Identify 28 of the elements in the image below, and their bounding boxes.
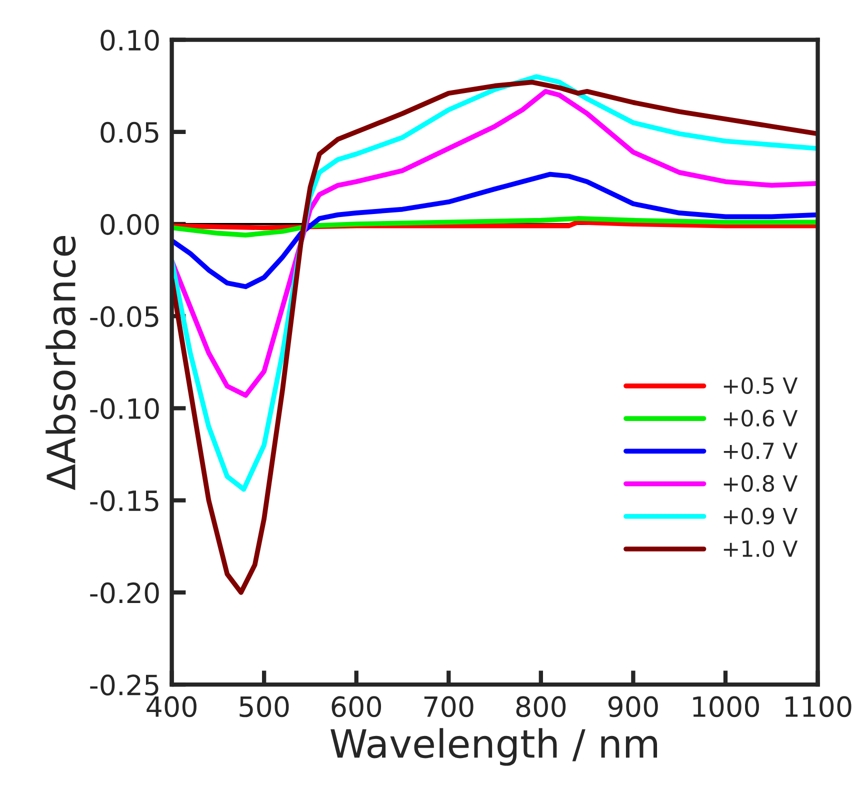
- legend-label: +1.0 V: [724, 540, 798, 558]
- x-axis-title: Wavelength / nm: [330, 728, 658, 766]
- y-tick-label: -0.15: [90, 490, 158, 512]
- x-tick-label: 800: [516, 696, 566, 718]
- line-series: [172, 172, 818, 290]
- y-tick-label: 0.10: [100, 30, 159, 51]
- y-tick-label: -0.20: [90, 582, 159, 604]
- x-tick-label: 1000: [693, 696, 759, 718]
- legend-label: +0.7 V: [724, 442, 798, 460]
- y-axis-title: ΔAbsorbance: [46, 236, 76, 490]
- y-tick-label: 0.00: [100, 214, 159, 235]
- line-series: [172, 216, 818, 238]
- y-tick-label: -0.05: [90, 306, 158, 328]
- x-tick-label: 900: [608, 696, 658, 718]
- legend-label: +0.5 V: [724, 377, 798, 394]
- x-tick-label: 500: [240, 696, 289, 718]
- legend-label: +0.9 V: [724, 508, 798, 524]
- x-tick-label: 400: [146, 696, 196, 718]
- x-tick-label: 600: [332, 696, 382, 718]
- line-series: [172, 80, 818, 595]
- y-tick-label: 0.05: [100, 122, 158, 143]
- y-tick-label: -0.25: [90, 674, 158, 696]
- legend-label: +0.6 V: [724, 410, 798, 427]
- legend-label: +0.8 V: [724, 475, 798, 492]
- x-tick-label: 1100: [785, 696, 852, 718]
- y-tick-label: -0.10: [90, 398, 159, 420]
- line-series: [172, 88, 818, 398]
- x-tick-label: 700: [424, 696, 474, 718]
